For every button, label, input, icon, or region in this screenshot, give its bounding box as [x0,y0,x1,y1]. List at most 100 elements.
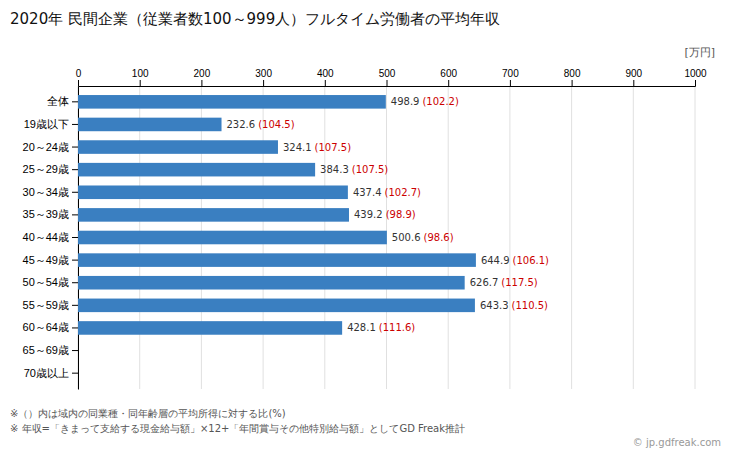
y-tick-mark [72,147,78,148]
y-tick-label: 20～24歳 [23,141,69,153]
title: 2020年 民間企業（従業者数100～999人）フルタイム労働者の平均年収 [10,10,500,28]
x-tick: 600 [440,68,457,86]
y-tick-label: 60～64歳 [23,321,69,333]
y-tick-label: 25～29歳 [23,163,69,175]
grid-line [509,86,510,389]
ratio-label: (110.5) [512,300,549,311]
annotation: ※（）内は域内の同業種・同年齢層の平均所得に対する比(%) [10,408,286,419]
x-tick: 500 [379,68,396,86]
x-axis-line [79,80,696,87]
annotation: © jp.gdfreak.com [633,437,721,448]
x-label: [万円] [684,46,715,59]
x-tick-mark [387,80,388,86]
x-tick-label: 800 [564,68,581,79]
y-tick-label: 50～54歳 [23,276,69,288]
y-tick-label: 30～34歳 [23,186,69,198]
y-tick-label: 35～39歳 [23,208,69,220]
x-tick: 800 [564,68,581,86]
data-labels: 498.9(102.2)232.6(104.5)324.1(107.5)384.… [227,96,550,333]
x-tick: 700 [502,68,519,86]
value-label: 498.9 [391,96,420,107]
x-tick-mark [201,80,202,86]
ratio-label: (98.9) [386,209,416,220]
ratio-label: (107.5) [315,142,352,153]
grid-line [633,86,634,389]
y-tick: 30～34歳 [23,186,78,198]
ratio-label: (117.5) [501,277,538,288]
value-label: 437.4 [353,187,382,198]
x-tick-label: 600 [440,68,457,79]
x-tick: 400 [317,68,334,86]
y-tick: 70歳以上 [24,367,78,379]
value-label: 500.6 [392,232,421,243]
value-label: 643.3 [480,300,509,311]
y-tick-mark [72,327,78,328]
ratio-label: (98.6) [424,232,454,243]
y-tick-mark [72,237,78,238]
x-tick-label: 900 [625,68,642,79]
y-tick: 25～29歳 [23,163,78,175]
annotation: ※ 年収=「きまって支給する現金給与額」×12+「年間賞与その他特別給与額」とし… [10,423,465,434]
ratio-label: (106.1) [513,255,550,266]
x-tick-mark [448,80,449,86]
y-tick: 55～59歳 [23,299,78,311]
y-tick: 35～39歳 [23,208,78,220]
x-tick-label: 1000 [684,68,707,79]
x-tick-label: 400 [317,68,334,79]
plot: 01002003004005006007008009001000全体19歳以下2… [23,68,708,390]
bar [78,140,278,154]
x-tick: 1000 [684,68,707,86]
y-tick-label: 45～49歳 [23,254,69,266]
y-tick-mark [72,260,78,261]
y-tick-mark [72,192,78,193]
x-tick: 100 [132,68,149,86]
y-tick-mark [72,373,78,374]
bar [78,276,465,290]
bar [78,118,222,132]
x-tick-mark [695,80,696,86]
y-tick: 全体 [47,95,78,107]
y-tick: 60～64歳 [23,321,78,333]
x-tick-mark [325,80,326,86]
y-tick-label: 19歳以下 [24,118,69,130]
bar [78,231,387,245]
y-tick-label: 全体 [47,95,69,107]
grid-line [571,86,572,389]
bar [78,366,79,380]
x-tick-mark [572,80,573,86]
bar [78,321,342,335]
y-tick-label: 40～44歳 [23,231,69,243]
y-tick-mark [72,282,78,283]
value-label: 428.1 [347,322,376,333]
x-tick: 200 [194,68,211,86]
x-tick-label: 0 [76,68,82,79]
bar [78,253,476,267]
x-tick-mark [263,80,264,86]
bar [78,344,79,358]
y-tick-label: 65～69歳 [23,344,69,356]
y-tick: 19歳以下 [24,118,78,130]
y-tick-mark [72,124,78,125]
ratio-label: (107.5) [352,164,389,175]
ratio-label: (111.6) [379,322,416,333]
y-tick-mark [72,214,78,215]
y-tick-mark [72,101,78,102]
x-axis: 01002003004005006007008009001000 [76,68,707,87]
y-tick: 50～54歳 [23,276,78,288]
y-tick-mark [72,350,78,351]
y-tick-mark [72,305,78,306]
value-label: 232.6 [227,119,256,130]
bar [78,95,386,109]
x-tick-mark [78,80,79,86]
y-tick: 45～49歳 [23,254,78,266]
x-tick: 900 [625,68,642,86]
grid [78,86,695,389]
ratio-label: (104.5) [258,119,295,130]
y-tick: 20～24歳 [23,141,78,153]
bar [78,299,475,313]
bar [78,185,348,199]
x-tick-label: 200 [194,68,211,79]
ratio-label: (102.7) [385,187,422,198]
value-label: 644.9 [481,255,510,266]
y-tick: 40～44歳 [23,231,78,243]
